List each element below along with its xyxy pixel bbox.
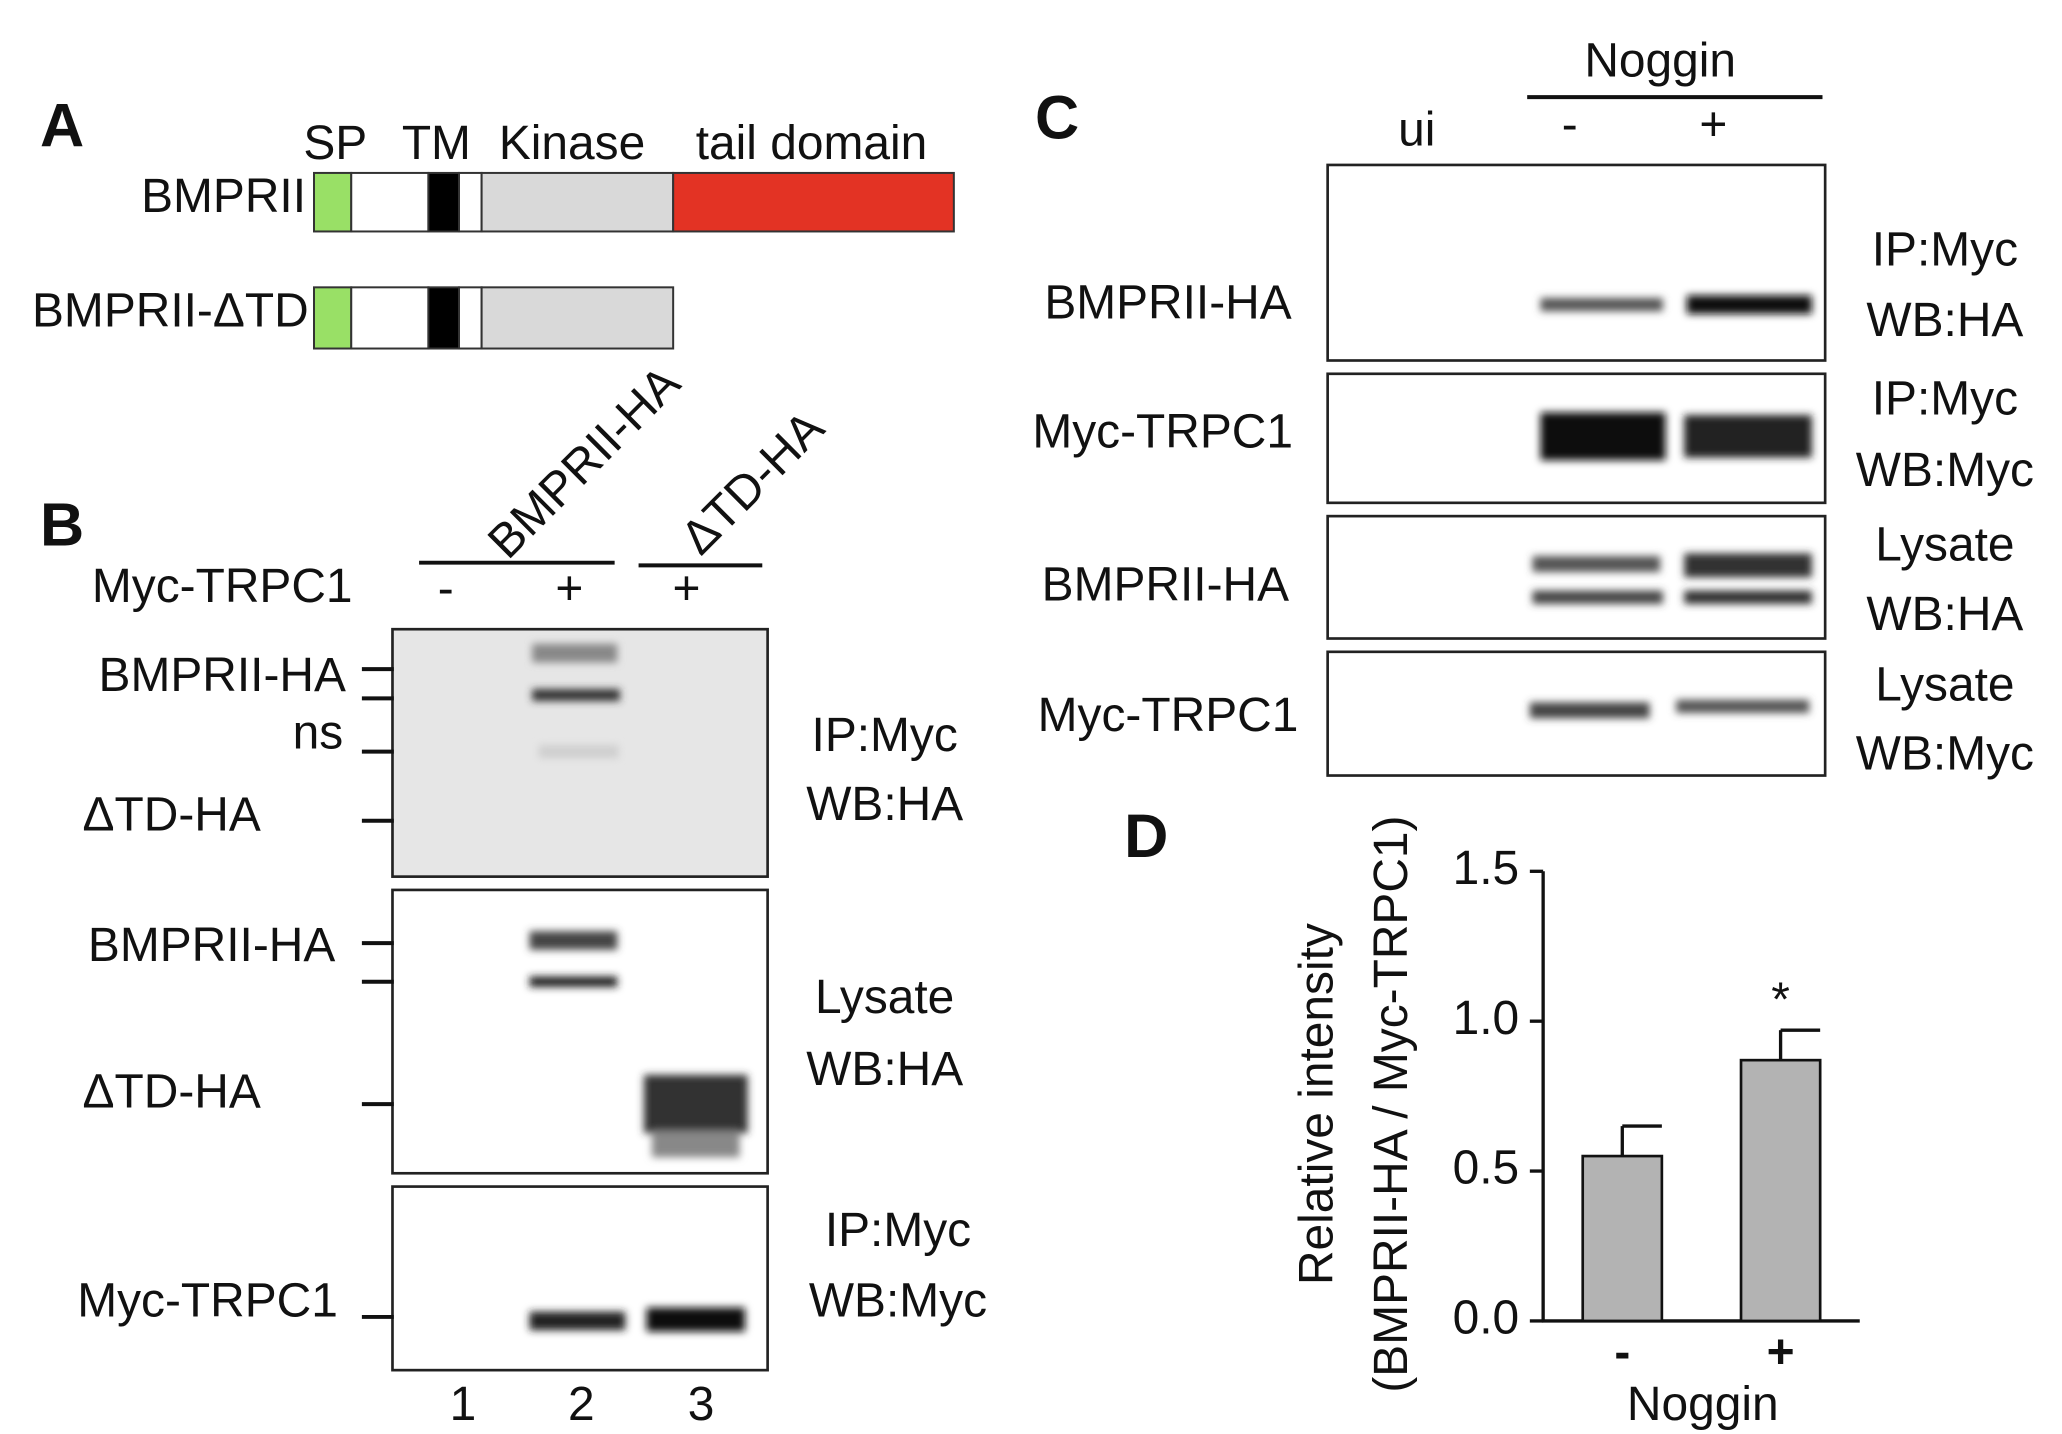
blot <box>391 1185 769 1372</box>
x-tick-label: - <box>1614 1326 1630 1379</box>
lane-sign: + <box>555 563 583 616</box>
marker-label: ns <box>293 706 344 759</box>
lane-header: + <box>1699 98 1727 151</box>
lane-sign: - <box>438 563 454 616</box>
panel-letter: B <box>40 491 84 559</box>
band <box>529 1307 745 1332</box>
condition-label: Lysate <box>815 971 954 1024</box>
construct-diagram <box>313 286 675 350</box>
protein-label: Myc-TRPC1 <box>1038 689 1299 742</box>
marker-label: ΔTD-HA <box>83 1065 261 1118</box>
group-label: Noggin <box>1584 34 1736 87</box>
construct-label: BMPRII <box>141 170 306 223</box>
marker-label: BMPRII-HA <box>88 919 335 972</box>
domain-label: Kinase <box>499 117 645 170</box>
domain-label: tail domain <box>696 117 928 170</box>
condition-label: WB:Myc <box>1856 444 2034 497</box>
marker-tick <box>361 941 394 1107</box>
condition-label: IP:Myc <box>825 1204 971 1257</box>
condition-label: WB:HA <box>806 1043 963 1096</box>
construct-diagram <box>313 171 955 233</box>
condition-label: IP:Myc <box>812 709 958 762</box>
y-tick-label: 0.5 <box>1453 1142 1520 1195</box>
band <box>1529 295 1812 719</box>
y-tick-label: 1.5 <box>1453 842 1520 895</box>
treatment-label: Myc-TRPC1 <box>92 560 353 613</box>
bar <box>1581 1154 1664 1323</box>
condition-label: Lysate <box>1875 658 2014 711</box>
panel-letter: C <box>1035 84 1079 152</box>
x-axis-label: Noggin <box>1627 1378 1779 1431</box>
x-tick-label: + <box>1767 1326 1795 1379</box>
panel-letter: D <box>1124 802 1168 870</box>
blot <box>1326 163 1827 362</box>
lane-number: 2 <box>568 1378 595 1431</box>
protein-label: Myc-TRPC1 <box>1032 406 1293 459</box>
condition-label: Lysate <box>1875 519 2014 572</box>
y-tick-label: 0.0 <box>1453 1292 1520 1345</box>
lane-header: - <box>1562 98 1578 151</box>
lane-header: ui <box>1398 104 1435 157</box>
condition-label: WB:HA <box>1866 294 2023 347</box>
condition-label: WB:HA <box>1866 588 2023 641</box>
bar <box>1739 1058 1822 1323</box>
condition-label: IP:Myc <box>1872 372 2018 425</box>
domain-label: TM <box>402 117 471 170</box>
condition-label: WB:HA <box>806 778 963 831</box>
lane-number: 1 <box>450 1378 477 1431</box>
significance-mark: * <box>1771 974 1790 1027</box>
lane-header: ΔTD-HA <box>671 401 835 565</box>
protein-label: BMPRII-HA <box>1042 559 1289 612</box>
blot <box>1326 514 1827 640</box>
panel-letter: A <box>40 92 84 160</box>
lane-sign: + <box>672 563 700 616</box>
marker-tick <box>361 667 394 823</box>
condition-label: WB:Myc <box>809 1274 987 1327</box>
protein-label: BMPRII-HA <box>1044 277 1291 330</box>
construct-label: BMPRII-ΔTD <box>32 285 309 338</box>
condition-label: WB:Myc <box>1856 728 2034 781</box>
y-axis-label: Relative intensity <box>1290 923 1343 1285</box>
marker-label: ΔTD-HA <box>83 789 261 842</box>
condition-label: IP:Myc <box>1872 223 2018 276</box>
domain-label: SP <box>303 117 367 170</box>
marker-label: BMPRII-HA <box>99 649 346 702</box>
band <box>529 931 748 1158</box>
y-tick-label: 1.0 <box>1453 992 1520 1045</box>
band <box>532 643 620 759</box>
y-axis-label: (BMPRII-HA / Myc-TRPC1) <box>1365 816 1418 1393</box>
marker-label: Myc-TRPC1 <box>77 1274 338 1327</box>
lane-header: BMPRII-HA <box>478 356 690 568</box>
lane-number: 3 <box>688 1378 715 1431</box>
